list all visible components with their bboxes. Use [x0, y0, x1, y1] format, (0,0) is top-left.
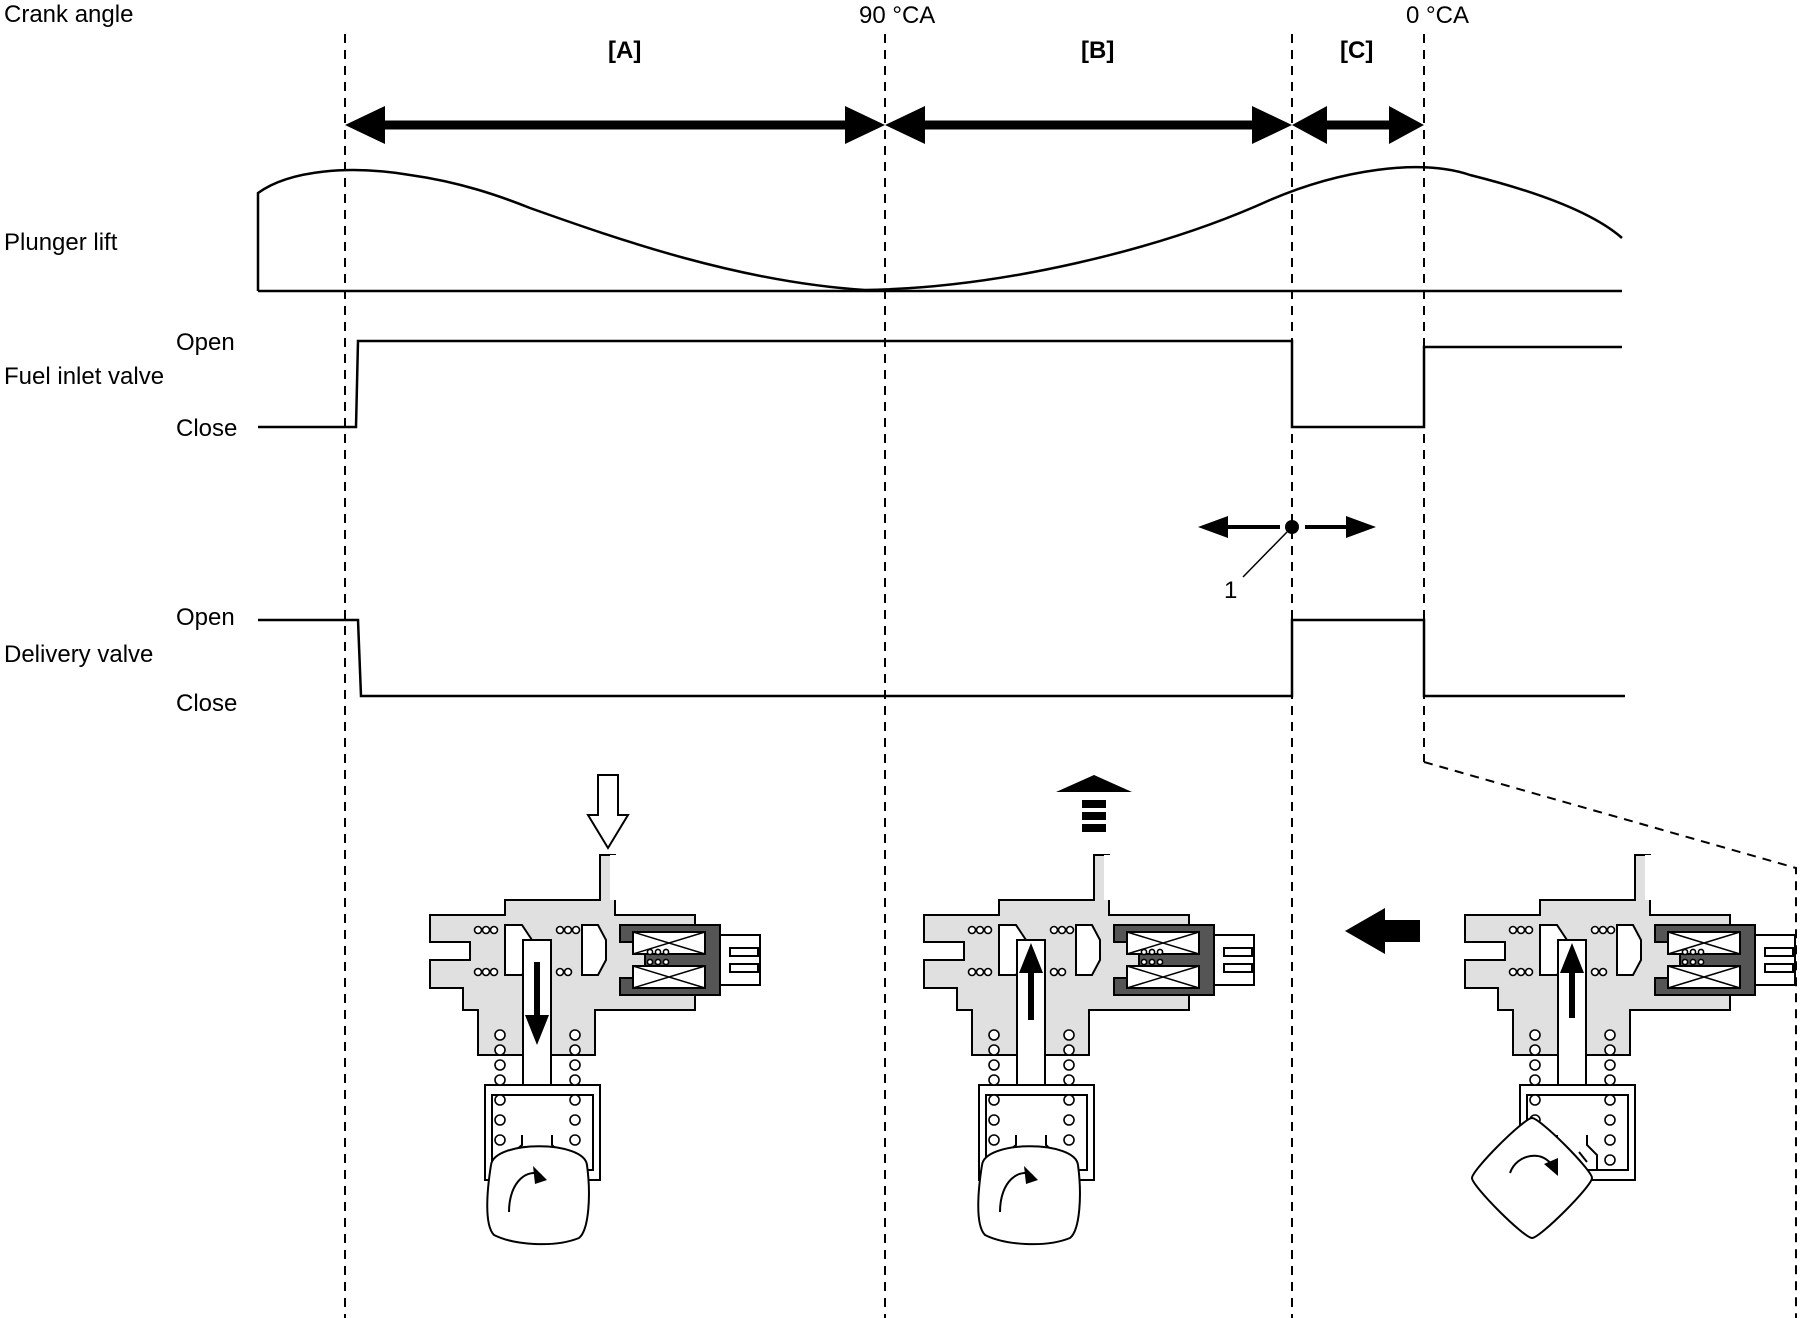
phase-b-label: [B] [1081, 37, 1114, 64]
inlet-close-label: Close [176, 415, 237, 442]
delivery-open-label: Open [176, 604, 235, 631]
plunger-lift-curve [256, 166, 1623, 292]
crank-angle-label: Crank angle [4, 1, 133, 28]
pump-illustration-phase-b [923, 775, 1255, 1181]
inlet-open-label: Open [176, 329, 235, 356]
cam-phase-a [486, 1145, 590, 1246]
phase-b-span-arrow [885, 106, 1292, 144]
phase-c-span-arrow [1292, 106, 1424, 144]
pump-illustration-phase-c [1464, 854, 1796, 1181]
cam-phase-b [977, 1145, 1081, 1246]
plunger-lift-label: Plunger lift [4, 229, 118, 256]
spill-flow-arrow [1345, 908, 1420, 954]
delivery-valve-label: Delivery valve [4, 641, 153, 668]
fuel-inlet-valve-label: Fuel inlet valve [4, 363, 164, 390]
angle-0-label: 0 °CA [1406, 2, 1469, 29]
pump-illustration-phase-a [429, 774, 761, 1181]
phase-a-span-arrow [345, 106, 885, 144]
delivery-valve-signal [258, 618, 1625, 698]
angle-90-label: 90 °CA [859, 2, 935, 29]
cam-phase-c [1470, 1116, 1594, 1240]
callout-number-1: 1 [1224, 577, 1237, 604]
delivery-close-label: Close [176, 690, 237, 717]
timing-adjust-callout [1198, 516, 1376, 578]
fuel-inlet-valve-signal [258, 339, 1622, 429]
zoom-projection-line [1423, 761, 1797, 1318]
phase-c-label: [C] [1340, 37, 1373, 64]
phase-a-label: [A] [608, 37, 641, 64]
